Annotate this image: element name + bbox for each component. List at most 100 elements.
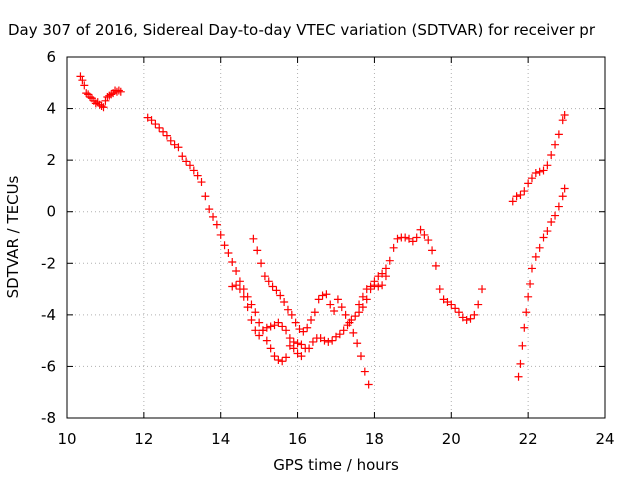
data-point xyxy=(527,264,536,273)
data-point xyxy=(526,279,535,288)
data-point xyxy=(516,359,525,368)
data-points xyxy=(76,72,569,389)
data-point xyxy=(543,161,552,170)
y-tick-label: -8 xyxy=(41,409,56,427)
data-point xyxy=(297,340,306,349)
data-point xyxy=(524,179,533,188)
data-point xyxy=(289,344,298,353)
data-point xyxy=(393,234,402,243)
data-point xyxy=(328,336,337,345)
data-point xyxy=(216,230,225,239)
data-point xyxy=(255,318,264,327)
data-point xyxy=(247,316,256,325)
x-tick-label: 12 xyxy=(134,430,153,448)
data-point xyxy=(370,281,379,290)
data-point xyxy=(251,308,260,317)
x-tick-label: 18 xyxy=(365,430,384,448)
y-tick-label: -2 xyxy=(41,254,56,272)
data-point xyxy=(159,127,168,136)
data-point xyxy=(518,341,527,350)
data-point xyxy=(349,328,358,337)
data-point xyxy=(235,277,244,286)
x-tick-label: 20 xyxy=(442,430,461,448)
data-point xyxy=(307,316,316,325)
data-point xyxy=(282,353,291,362)
data-point xyxy=(189,166,198,175)
data-point xyxy=(514,372,523,381)
data-point xyxy=(91,99,100,108)
data-point xyxy=(224,248,233,257)
x-tick-label: 22 xyxy=(519,430,538,448)
data-point xyxy=(185,161,194,170)
data-point xyxy=(264,277,273,286)
data-point xyxy=(274,355,283,364)
data-point xyxy=(297,352,306,361)
data-point xyxy=(408,237,417,246)
data-point xyxy=(166,136,175,145)
data-point xyxy=(381,272,390,281)
y-tick-label: -4 xyxy=(41,306,56,324)
data-point xyxy=(551,211,560,220)
data-point xyxy=(531,252,540,261)
data-point xyxy=(280,297,289,306)
grid xyxy=(67,57,605,418)
data-point xyxy=(345,318,354,327)
y-tick-label: -6 xyxy=(41,357,56,375)
data-point xyxy=(318,291,327,300)
data-point xyxy=(358,292,367,301)
x-tick-label: 16 xyxy=(288,430,307,448)
data-point xyxy=(381,264,390,273)
data-point xyxy=(356,352,365,361)
data-point xyxy=(366,282,375,291)
data-point xyxy=(527,174,536,183)
data-point xyxy=(412,233,421,242)
y-tick-label: 6 xyxy=(46,48,56,66)
data-point xyxy=(558,192,567,201)
data-point xyxy=(272,286,281,295)
series-5 xyxy=(355,272,390,309)
data-point xyxy=(389,243,398,252)
data-point xyxy=(266,322,275,331)
data-point xyxy=(478,285,487,294)
data-point xyxy=(205,205,214,214)
data-point xyxy=(151,120,160,129)
series-7 xyxy=(514,184,569,381)
data-point xyxy=(209,212,218,221)
data-point xyxy=(262,336,271,345)
chart-title: Day 307 of 2016, Sidereal Day-to-day VTE… xyxy=(8,21,596,39)
data-point xyxy=(274,318,283,327)
data-point xyxy=(147,116,156,125)
data-point xyxy=(554,130,563,139)
data-point xyxy=(253,246,262,255)
data-point xyxy=(330,306,339,315)
data-point xyxy=(520,187,529,196)
data-point xyxy=(305,344,314,353)
data-point xyxy=(310,308,319,317)
data-point xyxy=(114,86,123,95)
y-tick-label: 2 xyxy=(46,151,56,169)
data-point xyxy=(435,285,444,294)
data-point xyxy=(212,220,221,229)
data-point xyxy=(283,305,292,314)
data-point xyxy=(268,282,277,291)
data-point xyxy=(337,303,346,312)
data-point xyxy=(535,167,544,176)
data-point xyxy=(76,72,85,81)
data-point xyxy=(251,326,260,335)
data-point xyxy=(101,96,110,105)
data-point xyxy=(355,300,364,309)
data-point xyxy=(228,282,237,291)
data-point xyxy=(355,308,364,317)
data-point xyxy=(320,336,329,345)
y-axis-title: SDTVAR / TECUs xyxy=(4,175,22,298)
data-point xyxy=(220,241,229,250)
data-point xyxy=(531,169,540,178)
data-point xyxy=(82,89,91,98)
data-point xyxy=(97,101,106,110)
data-point xyxy=(560,184,569,193)
x-tick-label: 24 xyxy=(595,430,614,448)
data-point xyxy=(374,282,383,291)
data-point xyxy=(547,218,556,227)
data-point xyxy=(547,150,556,159)
